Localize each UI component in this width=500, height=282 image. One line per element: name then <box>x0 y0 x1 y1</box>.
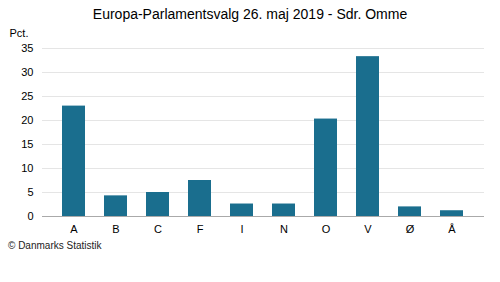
svg-text:25: 25 <box>21 90 33 102</box>
html-text:Europa-Parlamentsvalg 26. maj: Europa-Parlamentsvalg 26. maj 2019 - Sdr… <box>92 6 408 22</box>
svg-text:F: F <box>197 223 204 235</box>
svg-text:I: I <box>240 223 243 235</box>
svg-text:Pct.: Pct. <box>10 27 29 39</box>
svg-text:O: O <box>322 223 331 235</box>
svg-text:35: 35 <box>21 42 33 54</box>
svg-text:30: 30 <box>21 66 33 78</box>
svg-text:10: 10 <box>21 162 33 174</box>
svg-text:A: A <box>70 223 78 235</box>
svg-text:C: C <box>154 223 162 235</box>
svg-text:N: N <box>280 223 288 235</box>
svg-text:B: B <box>112 223 119 235</box>
svg-text:0: 0 <box>27 210 33 222</box>
svg-text:20: 20 <box>21 114 33 126</box>
html-text:© Danmarks Statistik: © Danmarks Statistik <box>8 240 102 251</box>
svg-text:Å: Å <box>448 223 456 235</box>
svg-text:5: 5 <box>27 186 33 198</box>
svg-text:V: V <box>364 223 372 235</box>
svg-text:Ø: Ø <box>406 223 415 235</box>
svg-text:15: 15 <box>21 138 33 150</box>
